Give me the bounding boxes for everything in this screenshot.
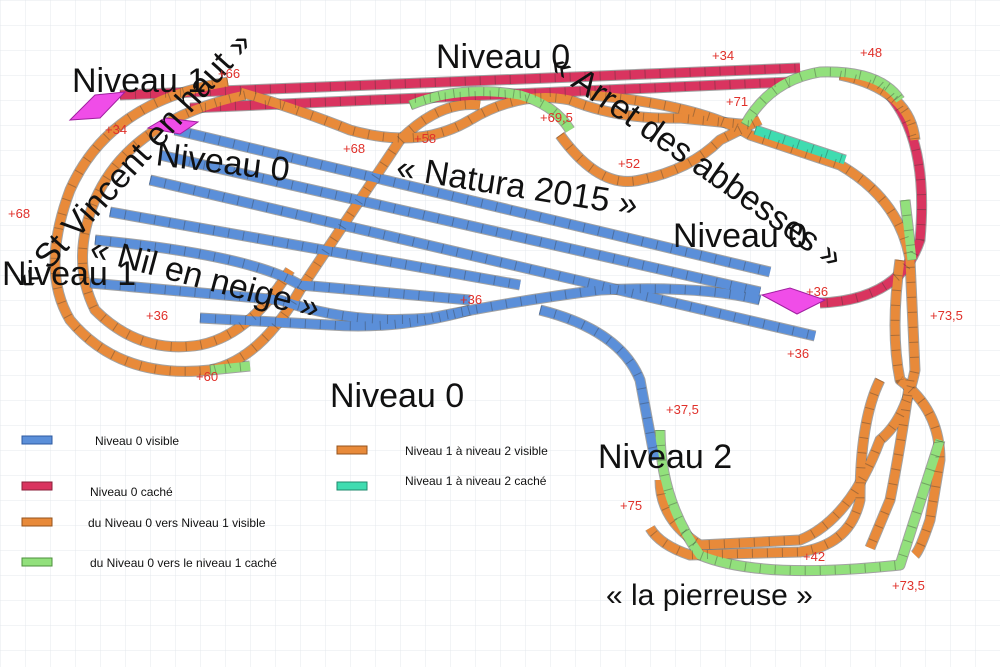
label: « la pierreuse » [606, 579, 813, 612]
legend-swatch [21, 557, 53, 567]
label: Niveau 2 [598, 438, 732, 476]
track [238, 87, 751, 143]
track [753, 125, 847, 165]
height: +75 [620, 498, 642, 513]
track-ties [189, 77, 791, 113]
diamond [146, 117, 200, 135]
track-ties [819, 81, 927, 308]
track [173, 125, 772, 277]
height: +36 [806, 284, 828, 299]
legend-label: Niveau 1 à niveau 2 visible [405, 444, 548, 458]
track [900, 199, 917, 261]
legend-swatch [336, 481, 368, 491]
height: +69,5 [540, 110, 573, 125]
label: Niveau 0 [330, 377, 464, 415]
diamond [68, 91, 127, 121]
label: Niveau 1 [2, 255, 136, 293]
track-ties [753, 125, 847, 165]
height: +68 [343, 141, 365, 156]
height: +68 [8, 206, 30, 221]
track [655, 429, 945, 576]
track-ties [238, 87, 751, 143]
legend: Niveau 0 visible Niveau 0 caché du Nivea… [21, 434, 548, 570]
track [89, 278, 762, 325]
track [209, 361, 251, 375]
height: +37,5 [666, 402, 699, 417]
legend-swatch [21, 435, 53, 445]
track [199, 305, 472, 331]
track-ties [900, 199, 917, 261]
track [865, 379, 915, 550]
track [78, 90, 294, 352]
track [148, 175, 817, 341]
legend-swatch [21, 517, 53, 527]
legend-label: Niveau 1 à niveau 2 caché [405, 474, 547, 488]
track [556, 115, 763, 186]
height: +36 [787, 346, 809, 361]
track [408, 87, 574, 133]
track [538, 305, 660, 461]
legend-label: Niveau 0 caché [90, 485, 173, 499]
height: +36 [460, 292, 482, 307]
track [646, 377, 885, 560]
height: +34 [105, 122, 127, 137]
legend-label: du Niveau 0 vers le niveau 1 caché [90, 556, 277, 570]
track [741, 67, 904, 128]
height: +73,5 [892, 578, 925, 593]
track [94, 235, 471, 305]
height: +52 [618, 156, 640, 171]
legend-label: du Niveau 0 vers Niveau 1 visible [88, 516, 266, 530]
track [50, 77, 481, 376]
height: +42 [803, 549, 825, 564]
legend-swatch [336, 445, 368, 455]
track [158, 150, 762, 297]
legend-swatch [21, 481, 53, 491]
legend-label: Niveau 0 visible [95, 434, 179, 448]
track [890, 259, 945, 559]
height: +60 [196, 369, 218, 384]
height: +73,5 [930, 308, 963, 323]
height: +71 [726, 94, 748, 109]
heights: +66 +34 +48 +34 +71 +69,5 +58 +68 +52 +6… [8, 45, 963, 593]
label: Niveau 0 [673, 217, 807, 255]
track [119, 63, 801, 100]
track [109, 207, 521, 290]
label: Niveau 1 [72, 62, 206, 100]
tracks [49, 62, 946, 577]
height: +48 [860, 45, 882, 60]
track-ties [538, 305, 660, 461]
height: +36 [146, 308, 168, 323]
height: +58 [414, 131, 436, 146]
label: Niveau 0 [436, 38, 570, 76]
height: +66 [218, 66, 240, 81]
diamond [760, 287, 827, 315]
height: +34 [712, 48, 734, 63]
